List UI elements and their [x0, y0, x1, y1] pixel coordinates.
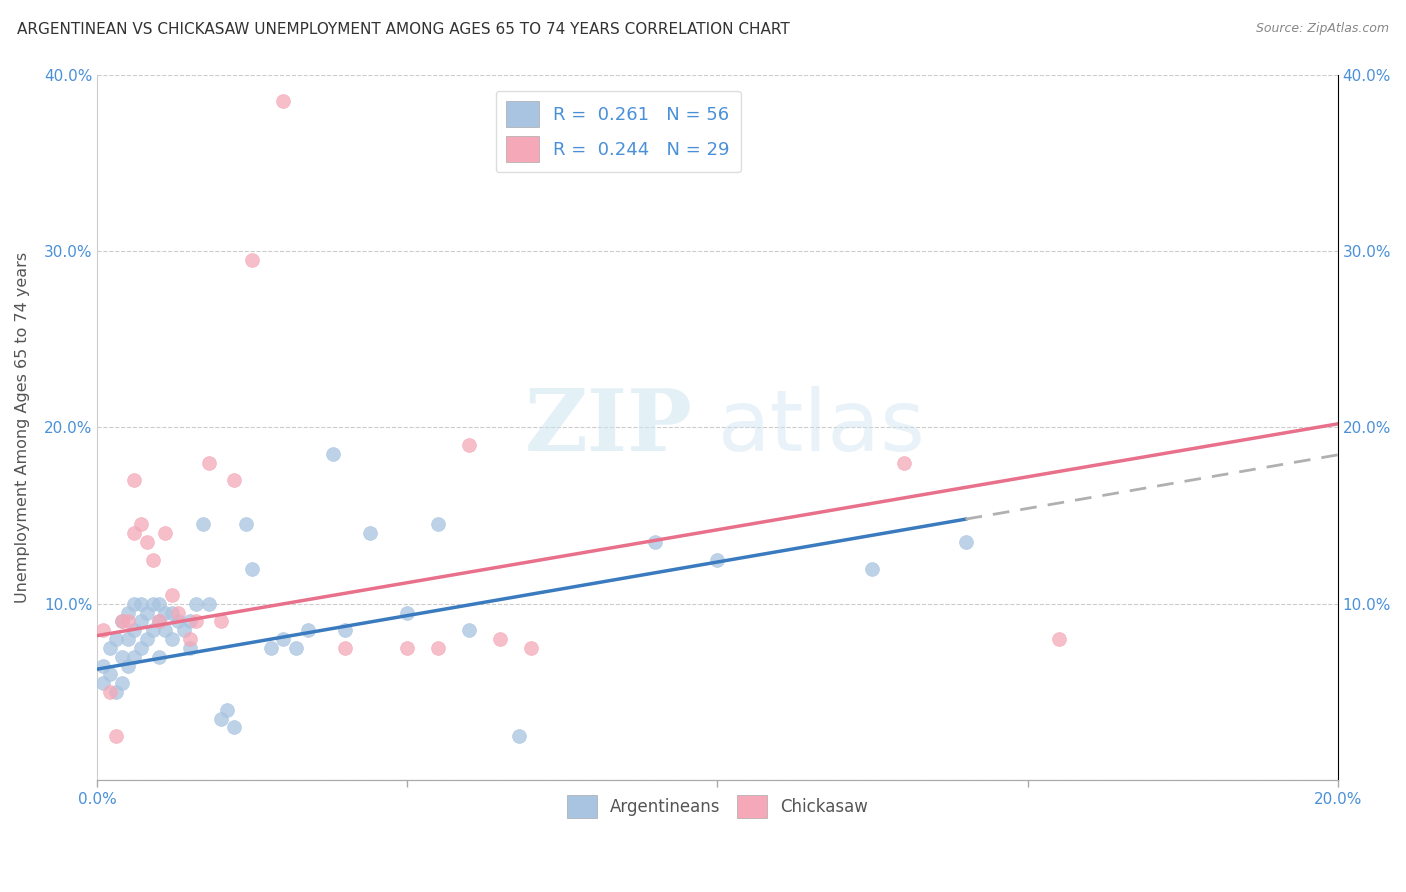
Point — [124, 597, 146, 611]
Point — [235, 517, 257, 532]
Legend: Argentineans, Chickasaw: Argentineans, Chickasaw — [560, 788, 875, 825]
Point — [160, 588, 183, 602]
Point — [222, 720, 245, 734]
Point — [160, 606, 183, 620]
Point — [93, 676, 115, 690]
Point — [124, 624, 146, 638]
Point — [148, 597, 170, 611]
Point — [396, 606, 419, 620]
Point — [191, 517, 214, 532]
Point — [179, 615, 201, 629]
Point — [260, 640, 283, 655]
Point — [284, 640, 307, 655]
Point — [155, 526, 177, 541]
Point — [98, 640, 121, 655]
Point — [508, 729, 530, 743]
Point — [124, 474, 146, 488]
Point — [209, 615, 232, 629]
Point — [1047, 632, 1070, 647]
Point — [135, 606, 157, 620]
Point — [160, 632, 183, 647]
Point — [135, 632, 157, 647]
Point — [240, 561, 263, 575]
Point — [173, 624, 195, 638]
Point — [186, 615, 208, 629]
Point — [117, 606, 139, 620]
Point — [117, 632, 139, 647]
Point — [217, 703, 239, 717]
Point — [93, 658, 115, 673]
Y-axis label: Unemployment Among Ages 65 to 74 years: Unemployment Among Ages 65 to 74 years — [15, 252, 30, 603]
Point — [179, 632, 201, 647]
Point — [142, 624, 165, 638]
Point — [111, 615, 134, 629]
Point — [142, 553, 165, 567]
Point — [458, 624, 481, 638]
Point — [222, 474, 245, 488]
Point — [135, 535, 157, 549]
Point — [124, 526, 146, 541]
Point — [129, 517, 152, 532]
Point — [129, 640, 152, 655]
Point — [297, 624, 319, 638]
Point — [104, 685, 127, 699]
Point — [117, 658, 139, 673]
Point — [129, 615, 152, 629]
Point — [489, 632, 512, 647]
Point — [93, 624, 115, 638]
Point — [427, 517, 450, 532]
Point — [148, 615, 170, 629]
Point — [322, 447, 344, 461]
Point — [644, 535, 666, 549]
Point — [209, 712, 232, 726]
Point — [198, 597, 221, 611]
Point — [124, 649, 146, 664]
Point — [167, 606, 190, 620]
Point — [186, 597, 208, 611]
Point — [427, 640, 450, 655]
Point — [862, 561, 884, 575]
Point — [111, 615, 134, 629]
Point — [104, 632, 127, 647]
Point — [142, 597, 165, 611]
Text: ARGENTINEAN VS CHICKASAW UNEMPLOYMENT AMONG AGES 65 TO 74 YEARS CORRELATION CHAR: ARGENTINEAN VS CHICKASAW UNEMPLOYMENT AM… — [17, 22, 790, 37]
Point — [396, 640, 419, 655]
Point — [98, 685, 121, 699]
Point — [198, 456, 221, 470]
Point — [240, 252, 263, 267]
Point — [359, 526, 381, 541]
Point — [148, 649, 170, 664]
Point — [111, 676, 134, 690]
Point — [117, 615, 139, 629]
Text: atlas: atlas — [717, 386, 925, 469]
Point — [111, 649, 134, 664]
Point — [271, 632, 294, 647]
Point — [179, 640, 201, 655]
Point — [148, 615, 170, 629]
Point — [271, 94, 294, 108]
Point — [706, 553, 728, 567]
Point — [98, 667, 121, 681]
Point — [335, 624, 357, 638]
Point — [129, 597, 152, 611]
Point — [155, 606, 177, 620]
Point — [520, 640, 543, 655]
Point — [955, 535, 977, 549]
Text: Source: ZipAtlas.com: Source: ZipAtlas.com — [1256, 22, 1389, 36]
Text: ZIP: ZIP — [524, 385, 693, 469]
Point — [458, 438, 481, 452]
Point — [335, 640, 357, 655]
Point — [155, 624, 177, 638]
Point — [104, 729, 127, 743]
Point — [167, 615, 190, 629]
Point — [893, 456, 915, 470]
